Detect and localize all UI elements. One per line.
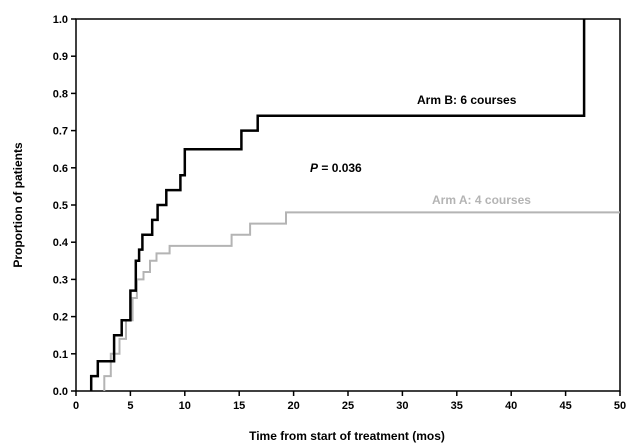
series-label-arm-a: Arm A: 4 courses <box>432 193 531 207</box>
x-tick-label: 5 <box>127 400 133 412</box>
y-tick-label: 0.5 <box>53 200 68 212</box>
x-tick-label: 10 <box>179 400 191 412</box>
y-tick-label: 0.1 <box>53 349 68 361</box>
series-line-arm-b <box>89 19 586 391</box>
p-symbol: P <box>310 161 319 175</box>
x-tick-label: 45 <box>559 400 571 412</box>
y-tick-label: 0.2 <box>53 312 68 324</box>
y-tick-label: 0.7 <box>53 126 68 138</box>
x-tick-label: 50 <box>614 400 626 412</box>
y-tick-label: 0.3 <box>53 274 68 286</box>
x-tick-label: 15 <box>233 400 245 412</box>
x-tick-label: 20 <box>287 400 299 412</box>
y-tick-label: 0.4 <box>53 237 69 249</box>
x-tick-label: 35 <box>451 400 463 412</box>
x-tick-label: 30 <box>396 400 408 412</box>
p-value-annotation: P = 0.036 <box>310 161 362 175</box>
y-tick-label: 0.9 <box>53 51 68 63</box>
y-tick-label: 0.8 <box>53 88 68 100</box>
y-tick-label: 0.0 <box>53 386 68 398</box>
x-tick-label: 25 <box>342 400 354 412</box>
x-tick-label: 40 <box>505 400 517 412</box>
x-axis-title: Time from start of treatment (mos) <box>249 429 445 443</box>
x-tick-label: 0 <box>73 400 79 412</box>
p-value-text: = 0.036 <box>318 161 362 175</box>
y-tick-label: 0.6 <box>53 163 68 175</box>
y-axis-title: Proportion of patients <box>11 142 25 268</box>
y-tick-label: 1.0 <box>53 14 68 26</box>
series-line-arm-a <box>103 211 620 391</box>
series-label-arm-b: Arm B: 6 courses <box>417 93 517 107</box>
